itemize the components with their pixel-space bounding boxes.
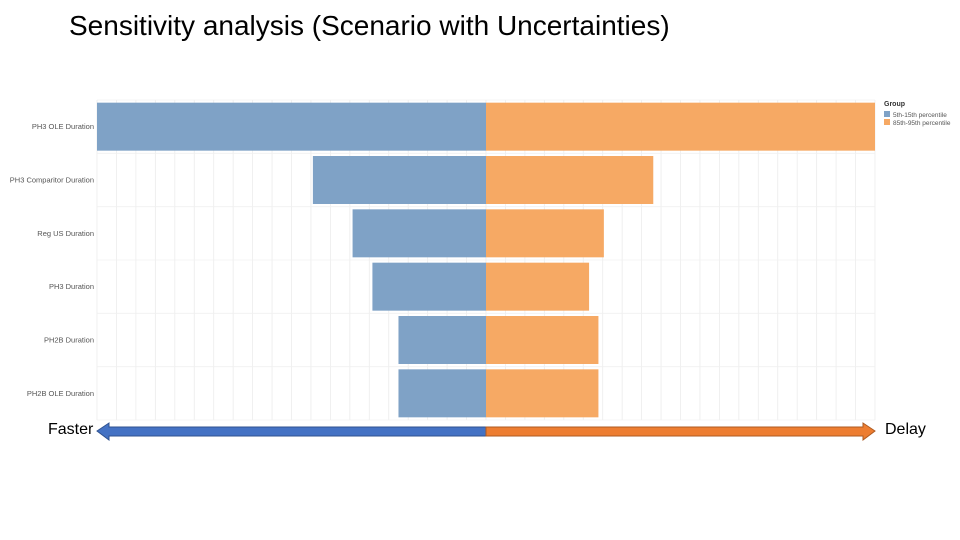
bar-high-0 bbox=[486, 102, 875, 151]
category-label: PH3 Duration bbox=[49, 282, 94, 291]
category-labels: PH3 OLE Duration PH3 Comparitor Duration R… bbox=[10, 122, 94, 398]
legend-swatch-low bbox=[884, 111, 890, 117]
category-label: Reg US Duration bbox=[37, 229, 94, 238]
delay-label: Delay bbox=[885, 421, 926, 438]
direction-arrow bbox=[96, 422, 876, 441]
chart-grid bbox=[96, 99, 876, 421]
category-label: PH2B Duration bbox=[44, 336, 94, 345]
bar-low-3 bbox=[372, 262, 486, 311]
legend-label-high: 85th-95th percentile bbox=[893, 120, 951, 127]
bar-high-1 bbox=[486, 156, 654, 204]
bar-low-5 bbox=[398, 369, 486, 418]
faster-label: Faster bbox=[48, 421, 94, 438]
category-label: PH3 Comparitor Duration bbox=[10, 176, 94, 185]
bar-low-4 bbox=[398, 316, 486, 364]
bar-high-4 bbox=[486, 316, 599, 364]
legend-swatch-high bbox=[884, 119, 890, 125]
bar-low-1 bbox=[312, 156, 486, 204]
bar-high-3 bbox=[486, 262, 590, 311]
faster-arrow bbox=[96, 422, 487, 441]
slide-title: Sensitivity analysis (Scenario with Unce… bbox=[69, 10, 670, 41]
category-label: PH2B OLE Duration bbox=[27, 389, 94, 398]
legend-title: Group bbox=[884, 101, 905, 108]
bar-high-2 bbox=[486, 209, 604, 258]
bar-low-2 bbox=[352, 209, 486, 258]
chart-bars bbox=[97, 102, 875, 418]
legend-label-low: 5th-15th percentile bbox=[893, 112, 947, 119]
chart-legend: Group 5th-15th percentile 85th-95th perc… bbox=[884, 101, 951, 127]
bar-low-0 bbox=[97, 102, 486, 151]
bar-high-5 bbox=[486, 369, 599, 418]
delay-arrow bbox=[485, 422, 876, 441]
category-label: PH3 OLE Duration bbox=[32, 122, 94, 131]
tornado-chart: PH3 OLE Duration PH3 Comparitor Duration R… bbox=[10, 99, 951, 421]
